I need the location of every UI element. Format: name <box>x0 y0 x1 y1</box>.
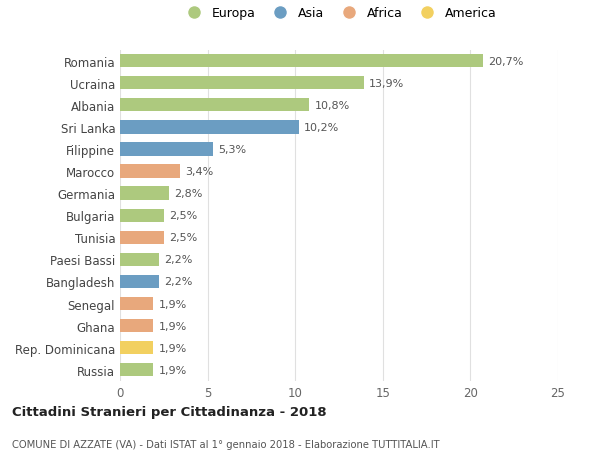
Text: 2,5%: 2,5% <box>169 211 197 221</box>
Legend: Europa, Asia, Africa, America: Europa, Asia, Africa, America <box>181 7 497 20</box>
Text: 1,9%: 1,9% <box>158 299 187 309</box>
Bar <box>120 55 482 68</box>
Text: 1,9%: 1,9% <box>158 365 187 375</box>
Text: COMUNE DI AZZATE (VA) - Dati ISTAT al 1° gennaio 2018 - Elaborazione TUTTITALIA.: COMUNE DI AZZATE (VA) - Dati ISTAT al 1°… <box>12 440 440 449</box>
Text: 2,5%: 2,5% <box>169 233 197 243</box>
Bar <box>120 99 309 112</box>
Bar <box>120 143 213 156</box>
Bar <box>120 364 153 376</box>
Text: 1,9%: 1,9% <box>158 343 187 353</box>
Bar <box>120 275 158 288</box>
Text: 1,9%: 1,9% <box>158 321 187 331</box>
Bar <box>120 319 153 332</box>
Text: 2,8%: 2,8% <box>175 189 203 199</box>
Bar <box>120 297 153 310</box>
Text: 2,2%: 2,2% <box>164 277 192 287</box>
Bar <box>120 187 169 200</box>
Text: 13,9%: 13,9% <box>369 78 404 89</box>
Bar <box>120 231 164 244</box>
Text: 3,4%: 3,4% <box>185 167 213 177</box>
Text: 20,7%: 20,7% <box>488 56 523 67</box>
Bar <box>120 77 364 90</box>
Bar <box>120 121 299 134</box>
Bar <box>120 341 153 354</box>
Bar <box>120 209 164 222</box>
Text: 2,2%: 2,2% <box>164 255 192 265</box>
Text: 10,8%: 10,8% <box>314 101 350 111</box>
Bar <box>120 253 158 266</box>
Bar <box>120 165 179 178</box>
Text: Cittadini Stranieri per Cittadinanza - 2018: Cittadini Stranieri per Cittadinanza - 2… <box>12 405 326 419</box>
Text: 10,2%: 10,2% <box>304 123 339 133</box>
Text: 5,3%: 5,3% <box>218 145 246 155</box>
